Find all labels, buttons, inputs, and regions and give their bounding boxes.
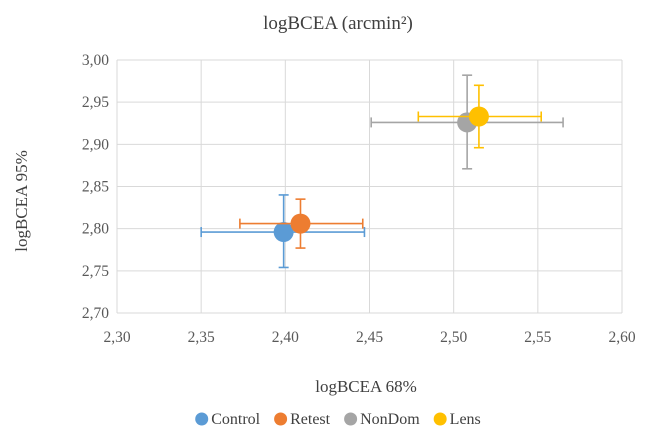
legend-label: Retest [290,411,331,428]
y-tick-label: 2,85 [82,179,109,196]
legend-item-retest: Retest [274,411,331,428]
y-tick-label: 2,80 [82,221,109,238]
legend-label: Control [211,411,260,428]
x-tick-label: 2,40 [272,329,299,346]
y-tick-label: 2,75 [82,263,109,280]
data-point [273,222,294,243]
legend-marker [433,412,447,426]
legend-item-control: Control [195,411,261,428]
data-point [468,106,489,127]
x-tick-label: 2,30 [103,329,130,346]
legend-marker [195,412,209,426]
series-retest [239,198,364,249]
legend-label: NonDom [360,411,420,428]
data-points [200,74,564,269]
x-tick-label: 2,50 [440,329,467,346]
series-nondom [370,74,564,170]
series-lens [417,84,543,149]
x-tick-label: 2,35 [188,329,215,346]
legend-label: Lens [450,411,481,428]
legend-marker [344,412,358,426]
y-axis-label: logBCEA 95% [12,150,31,252]
series-control [200,194,366,269]
x-tick-label: 2,45 [356,329,383,346]
legend: Control Retest NonDom Lens [195,411,481,428]
legend-marker [274,412,288,426]
y-tick-label: 3,00 [82,52,109,69]
grid-lines [116,59,623,314]
x-tick-label: 2,60 [608,329,635,346]
y-tick-label: 2,95 [82,94,109,111]
y-tick-label: 2,90 [82,136,109,153]
chart-title: logBCEA (arcmin²) [263,13,413,34]
x-axis-label: logBCEA 68% [315,377,417,396]
legend-item-lens: Lens [433,411,481,428]
legend-item-nondom: NonDom [344,411,420,428]
tick-labels: 2,30 2,35 2,40 2,45 2,50 2,55 2,60 2,70 2,75 2,80… [82,52,636,346]
x-tick-label: 2,55 [524,329,551,346]
y-tick-label: 2,70 [82,305,109,322]
data-point [290,213,311,234]
